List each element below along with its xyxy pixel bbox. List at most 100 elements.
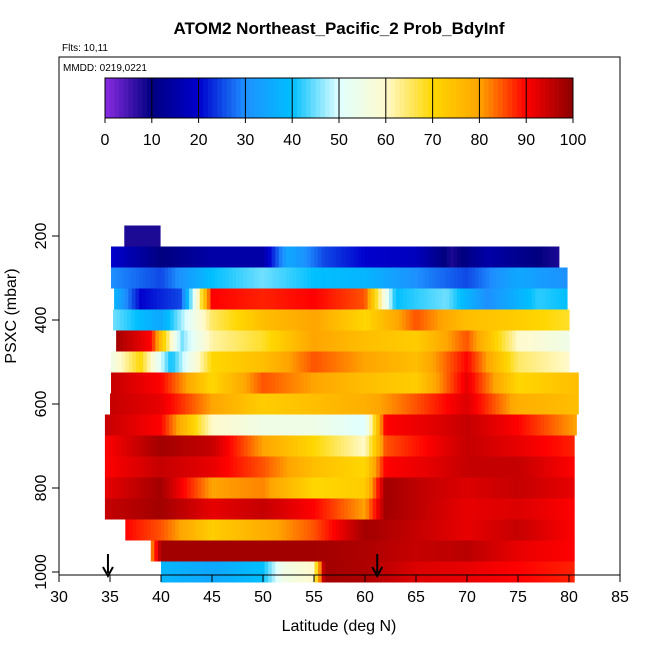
heatmap-cell (457, 351, 462, 373)
colorbar-segment (114, 78, 120, 118)
heatmap-cell (190, 456, 195, 478)
heatmap-cell (526, 477, 531, 499)
heatmap-cell (179, 540, 184, 562)
heatmap-cell (200, 351, 205, 373)
heatmap-cell (143, 351, 148, 373)
heatmap-cell (165, 456, 170, 478)
heatmap-cell (465, 477, 470, 499)
heatmap-cell (314, 288, 319, 310)
heatmap-cell (190, 477, 195, 499)
heatmap-cell (482, 351, 487, 373)
heatmap-cell (378, 561, 383, 583)
heatmap-cell (365, 435, 370, 457)
heatmap-cell (465, 414, 470, 436)
heatmap-cell (229, 477, 235, 499)
heatmap-cell (194, 330, 199, 352)
heatmap-cell (465, 498, 470, 520)
heatmap-cell (456, 393, 461, 415)
heatmap-cell (464, 561, 469, 583)
heatmap-cell (319, 330, 324, 352)
heatmap-cell (327, 393, 332, 415)
heatmap-cell (172, 477, 177, 499)
heatmap-cell (116, 330, 121, 352)
heatmap-cell (315, 540, 320, 562)
colorbar-segment (119, 78, 125, 118)
heatmap-cell (175, 351, 180, 373)
heatmap-cell (391, 309, 396, 331)
heatmap-cell (482, 561, 487, 583)
heatmap-cell (202, 393, 207, 415)
heatmap-cell (239, 519, 244, 541)
heatmap-cell (537, 309, 543, 331)
heatmap-cell (536, 456, 542, 478)
heatmap-cell (535, 288, 540, 310)
heatmap-cell (425, 519, 430, 541)
colorbar-segment (451, 78, 457, 118)
heatmap-cell (203, 372, 209, 394)
heatmap-cell (514, 561, 519, 583)
heatmap-cell (303, 372, 308, 394)
heatmap-cell (451, 330, 456, 352)
colorbar-segment (105, 78, 111, 118)
heatmap-cell (325, 351, 330, 373)
heatmap-cell (136, 351, 141, 373)
heatmap-cell (475, 372, 480, 394)
heatmap-cell (314, 246, 319, 268)
heatmap-cell (108, 435, 113, 457)
heatmap-cell (497, 435, 502, 457)
heatmap-cell (371, 372, 376, 394)
heatmap-cell (340, 498, 345, 520)
heatmap-cell (316, 309, 321, 331)
heatmap-cell (389, 519, 394, 541)
heatmap-cell (282, 372, 287, 394)
heatmap-cell (208, 456, 213, 478)
heatmap-cell (164, 351, 169, 373)
heatmap-cell (443, 519, 448, 541)
colorbar-segment (507, 78, 513, 118)
heatmap-cell (394, 498, 399, 520)
heatmap-cell (544, 414, 549, 436)
heatmap-cell (416, 309, 421, 331)
heatmap-cell (564, 561, 569, 583)
heatmap-cell (214, 288, 219, 310)
heatmap-cell (359, 309, 364, 331)
x-tick-label: 70 (458, 589, 476, 606)
heatmap-cell (558, 477, 563, 499)
heatmap-cell (307, 246, 312, 268)
heatmap-cell (572, 435, 575, 457)
heatmap-cell (361, 414, 367, 436)
heatmap-cell (225, 561, 230, 583)
heatmap-cell (289, 561, 294, 583)
heatmap-cell (173, 309, 178, 331)
heatmap-cell (503, 288, 508, 310)
heatmap-cell (235, 372, 241, 394)
heatmap-cell (294, 414, 299, 436)
heatmap-cell (319, 456, 324, 478)
heatmap-cell (171, 561, 176, 583)
heatmap-cell (532, 561, 537, 583)
heatmap-cell (553, 267, 558, 289)
heatmap-cell (230, 309, 236, 331)
heatmap-cell (245, 309, 250, 331)
heatmap-cell (433, 435, 438, 457)
heatmap-cell (221, 267, 226, 289)
heatmap-cell (104, 435, 110, 457)
x-axis: 30 35 40 45 50 55 60 65 70 75 80 85 (50, 574, 629, 606)
heatmap-cell (226, 414, 231, 436)
colorbar-segment (198, 78, 204, 118)
heatmap-cell (192, 288, 197, 310)
heatmap-cell (571, 561, 575, 583)
heatmap-cell (429, 456, 434, 478)
heatmap-cell (353, 267, 358, 289)
heatmap-cell (185, 288, 190, 310)
heatmap-cell (577, 393, 579, 415)
heatmap-cell (146, 372, 151, 394)
heatmap-cell (337, 330, 342, 352)
heatmap-cell (321, 246, 326, 268)
heatmap-cell (421, 246, 426, 268)
heatmap-cell (425, 372, 430, 394)
heatmap-cell (308, 498, 313, 520)
heatmap-cell (156, 288, 162, 310)
heatmap-cell (313, 393, 318, 415)
heatmap-cell (533, 498, 538, 520)
